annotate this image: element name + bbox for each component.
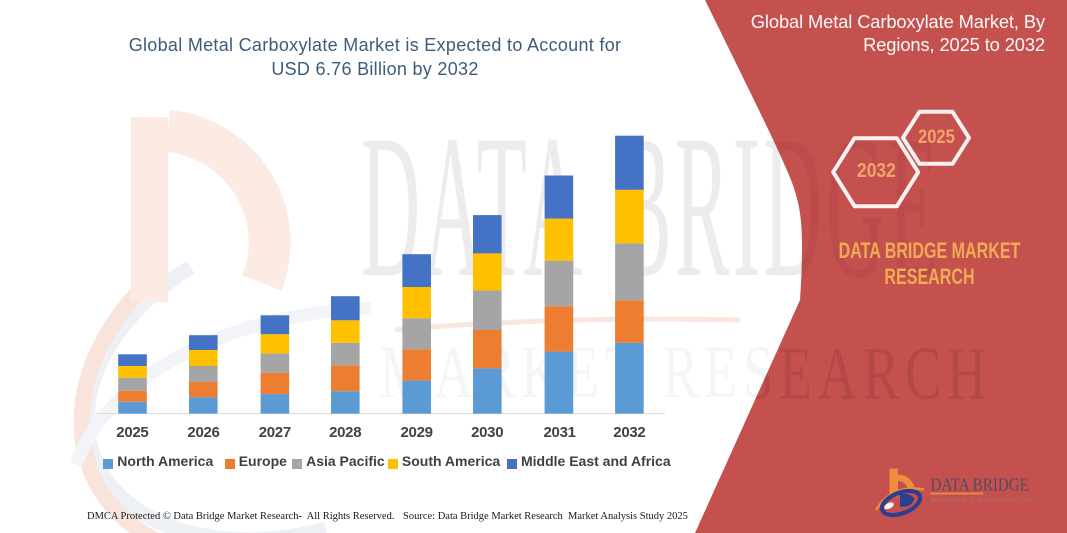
svg-text:MARKET RESEARCH: MARKET RESEARCH bbox=[931, 497, 1032, 504]
svg-text:DATA BRIDGE: DATA BRIDGE bbox=[931, 475, 1030, 495]
